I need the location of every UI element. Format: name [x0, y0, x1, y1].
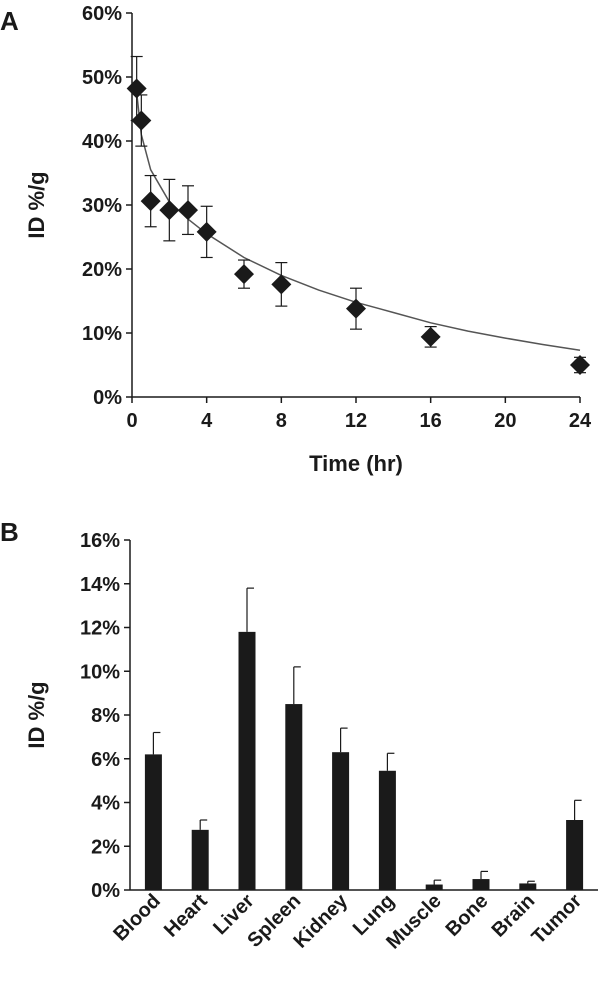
panel-b-y-tick-label: 6%	[91, 749, 120, 771]
panel-a-y-tick-label: 60%	[82, 3, 122, 25]
panel-b-bar	[519, 883, 537, 890]
panel-b-y-tick-label: 12%	[80, 618, 120, 640]
panel-a-label: A	[0, 6, 19, 36]
panel-a-data-point	[346, 298, 366, 319]
panel-b-bar	[332, 752, 350, 890]
panel-b-y-tick-label: 10%	[80, 661, 120, 683]
panel-b-bar	[238, 631, 256, 890]
panel-b-bar	[285, 704, 303, 890]
panel-b-bar	[425, 884, 443, 890]
panel-a-y-axis-title: ID %/g	[24, 171, 49, 238]
panel-a-chart: A 0% 10% 20% 30% 40% 50% 60% 0 4 8 12 16 20 24 Time (h…	[0, 3, 592, 476]
panel-b-bar	[566, 820, 584, 890]
panel-a-x-tick-label: 12	[345, 410, 367, 432]
panel-b-category-label: Tumor	[528, 890, 587, 949]
panel-a-x-tick-label: 16	[420, 410, 442, 432]
panel-b-y-tick-label: 0%	[91, 880, 120, 902]
panel-a-fit-curve	[135, 92, 581, 352]
panel-a-x-tick-label: 0	[126, 410, 137, 432]
panel-b-bar	[472, 879, 490, 890]
panel-a-data-point	[131, 110, 152, 131]
panel-a-data-point	[126, 78, 147, 99]
panel-a-data-point	[570, 355, 590, 375]
panel-a-y-tick-label: 20%	[82, 259, 122, 281]
panel-b-y-tick-label: 2%	[91, 836, 120, 858]
panel-b-y-tick-label: 16%	[80, 530, 120, 552]
panel-a-data-point	[420, 326, 441, 347]
panel-b-label: B	[0, 517, 19, 547]
panel-a-data-point	[159, 200, 180, 221]
panel-a-y-tick-label: 0%	[93, 387, 122, 409]
panel-a-x-tick-label: 20	[494, 410, 516, 432]
panel-b-bar	[144, 754, 162, 890]
panel-b-chart: B 0%2%4%6%8%10%12%14%16%ID %/gBloodHeart…	[0, 517, 598, 953]
panel-b-y-tick-label: 14%	[80, 574, 120, 596]
panel-a-data-point	[234, 264, 254, 285]
panel-b-category-label: Bone	[442, 890, 493, 941]
panel-b-category-label: Heart	[160, 890, 212, 942]
panel-a-data-point	[271, 274, 292, 295]
panel-b-bar	[378, 770, 396, 890]
panel-a-x-tick-label: 8	[276, 410, 287, 432]
panel-a-x-tick-label: 4	[201, 410, 213, 432]
panel-a-data-point	[196, 221, 217, 242]
panel-a-data-point	[140, 191, 161, 212]
panel-a-x-tick-label: 24	[569, 410, 592, 432]
panel-a-y-tick-label: 10%	[82, 323, 122, 345]
panel-b-bar	[191, 829, 209, 890]
panel-b-y-axis-title: ID %/g	[24, 681, 49, 748]
panel-a-y-tick-label: 50%	[82, 67, 122, 89]
panel-a-y-tick-label: 40%	[82, 131, 122, 153]
panel-a-data-point	[178, 200, 198, 221]
panel-b-y-tick-label: 4%	[91, 793, 120, 815]
panel-a-y-tick-label: 30%	[82, 195, 122, 217]
panel-b-y-tick-label: 8%	[91, 705, 120, 727]
panel-b-category-label: Kidney	[289, 889, 352, 952]
panel-a-x-axis-title: Time (hr)	[309, 451, 403, 476]
